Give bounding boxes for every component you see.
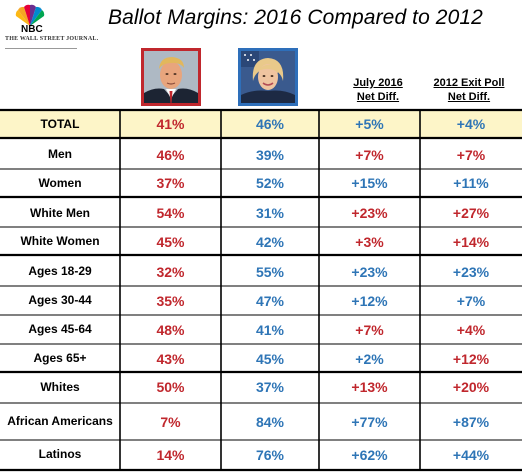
exit-header-line1: 2012 Exit Poll [433,77,505,89]
clinton-value: 41% [255,321,285,338]
trump-value: 45% [156,233,185,250]
row-label: Men [48,147,72,161]
chart-title: Ballot Margins: 2016 Compared to 2012 [108,6,483,29]
table-row: Ages 30-44 35% 47% +12% +7% [0,286,522,315]
row-label: Ages 45-64 [28,322,92,336]
trump-value: 32% [156,263,185,280]
trump-value: 37% [156,175,185,191]
trump-value: 50% [156,379,185,395]
july-2016-net-diff: +7% [355,321,384,338]
trump-value: 54% [156,205,185,221]
table-row: Ages 45-64 48% 41% +7% +4% [0,315,522,344]
total-row-highlight [0,110,522,138]
exit-header-line2: Net Diff. [447,91,491,103]
wsj-logo: THE WALL STREET JOURNAL. [5,36,98,49]
row-label: Ages 30-44 [28,293,92,307]
clinton-value: 76% [255,446,285,463]
july-2016-net-diff: +2% [355,350,384,367]
exit-poll-2012-net-diff: +23% [452,263,490,280]
clinton-value: 31% [255,205,285,221]
july-2016-column-header: July 2016 Net Diff. [323,76,433,104]
row-label: Ages 18-29 [28,264,92,278]
exit-poll-2012-net-diff: +87% [452,413,490,430]
table-row: White Women 45% 42% +3% +14% [0,227,522,256]
nbc-wordmark: NBC [21,24,43,35]
exit-poll-2012-net-diff: +20% [452,379,490,395]
clinton-value: 47% [255,292,285,309]
july-2016-net-diff: +7% [355,146,384,163]
exit-poll-2012-net-diff: +27% [452,205,490,221]
exit-poll-2012-net-diff: +14% [452,233,490,250]
table-row: Latinos 14% 76% +62% +44% [0,440,522,469]
row-label: Ages 65+ [33,351,87,365]
exit-poll-2012-net-diff: +4% [456,116,486,132]
trump-value: 46% [156,146,185,163]
july-header-line2: Net Diff. [356,91,400,103]
july-2016-net-diff: +3% [355,233,384,250]
clinton-value: 37% [255,379,285,395]
july-2016-net-diff: +23% [351,263,388,280]
trump-value: 14% [156,446,185,463]
exit-poll-2012-net-diff: +7% [456,292,486,309]
clinton-value: 46% [255,116,285,132]
clinton-value: 45% [255,350,285,367]
row-label: White Men [30,205,90,220]
clinton-value: 42% [255,233,285,250]
trump-value: 7% [160,413,181,430]
exit-poll-2012-net-diff: +11% [453,175,489,191]
exit-poll-2012-net-diff: +44% [452,446,490,463]
nbc-peacock-logo [10,4,50,34]
july-2016-net-diff: +23% [351,205,388,221]
table-row: Women 37% 52% +15% +11% [0,169,522,197]
table-row: Whites 50% 37% +13% +20% [0,373,522,401]
table-row: Ages 18-29 32% 55% +23% +23% [0,257,522,286]
july-2016-net-diff: +12% [351,292,388,309]
table-row: TOTAL 41% 46% +5% +4% [0,110,522,138]
row-label: Latinos [38,447,82,461]
exit-poll-2012-net-diff: +7% [456,146,486,163]
clinton-portrait [238,48,298,106]
trump-value: 48% [156,321,185,338]
row-label: Whites [40,379,80,394]
row-label: TOTAL [40,116,80,131]
exit-poll-2012-net-diff: +4% [456,321,486,338]
trump-value: 43% [156,350,185,367]
clinton-value: 55% [255,263,285,280]
july-2016-net-diff: +15% [351,175,388,191]
trump-value: 35% [156,292,185,309]
july-2016-net-diff: +62% [351,446,388,463]
july-2016-net-diff: +77% [351,413,388,430]
exit-poll-2012-net-diff: +12% [452,350,490,367]
row-label: White Women [20,234,100,248]
table-grid-lines [0,108,522,472]
row-label: African Americans [7,414,113,428]
exit-poll-2012-column-header: 2012 Exit Poll Net Diff. [416,76,522,104]
row-label: Women [38,175,82,190]
july-header-line1: July 2016 [353,77,403,89]
clinton-value: 84% [255,413,285,430]
table-row: African Americans 7% 84% +77% +87% [0,403,522,440]
trump-value: 41% [156,116,185,132]
july-2016-net-diff: +5% [355,116,384,132]
table-row: Men 46% 39% +7% +7% [0,140,522,169]
table-row: White Men 54% 31% +23% +27% [0,199,522,227]
july-2016-net-diff: +13% [351,379,388,395]
clinton-value: 52% [255,175,285,191]
trump-portrait [141,48,201,106]
table-row: Ages 65+ 43% 45% +2% +12% [0,344,522,373]
clinton-value: 39% [255,146,285,163]
